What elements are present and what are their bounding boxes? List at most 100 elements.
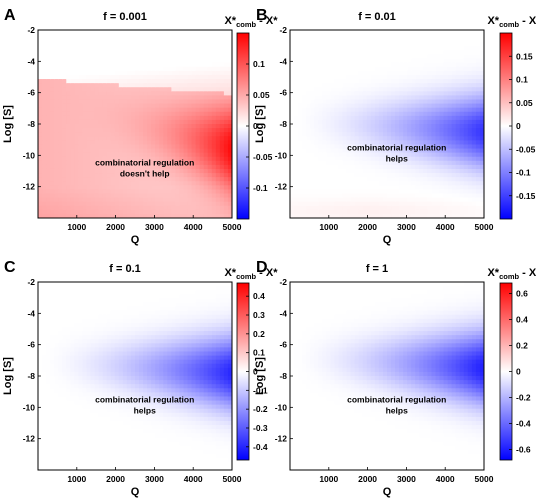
- heatmap-cell: [476, 30, 481, 35]
- heatmap-cell: [70, 392, 75, 397]
- panel-letter: A: [4, 7, 16, 24]
- heatmap-cell: [54, 189, 59, 194]
- heatmap-cell: [119, 124, 124, 129]
- heatmap-cell: [78, 347, 83, 352]
- heatmap-cell: [367, 46, 372, 51]
- heatmap-cell: [58, 437, 63, 442]
- heatmap-cell: [444, 75, 449, 80]
- heatmap-cell: [334, 173, 339, 178]
- heatmap-cell: [62, 124, 67, 129]
- heatmap-cell: [111, 63, 116, 68]
- heatmap-cell: [46, 67, 51, 72]
- heatmap-cell: [143, 75, 148, 80]
- heatmap-cell: [419, 177, 424, 182]
- heatmap-cell: [196, 75, 201, 80]
- heatmap-cell: [343, 55, 348, 60]
- heatmap-cell: [436, 104, 441, 109]
- heatmap-cell: [347, 59, 352, 64]
- heatmap-cell: [46, 458, 51, 463]
- heatmap-cell: [363, 75, 368, 80]
- heatmap-cell: [167, 71, 172, 76]
- heatmap-cell: [468, 210, 473, 215]
- heatmap-cell: [314, 128, 319, 133]
- heatmap-cell: [448, 108, 453, 113]
- heatmap-b: [290, 30, 485, 219]
- heatmap-cell: [347, 136, 352, 141]
- heatmap-cell: [403, 193, 408, 198]
- heatmap-cell: [103, 169, 108, 174]
- heatmap-cell: [66, 441, 71, 446]
- heatmap-cell: [306, 79, 311, 84]
- heatmap-cell: [351, 128, 356, 133]
- heatmap-cell: [375, 108, 380, 113]
- heatmap-cell: [70, 189, 75, 194]
- y-tick-label: -2: [279, 25, 287, 35]
- heatmap-cell: [407, 67, 412, 72]
- heatmap-cell: [46, 169, 51, 174]
- heatmap-cell: [82, 144, 87, 149]
- heatmap-cell: [440, 161, 445, 166]
- heatmap-cell: [322, 206, 327, 211]
- heatmap-cell: [179, 63, 184, 68]
- heatmap-cell: [403, 42, 408, 47]
- heatmap-cell: [78, 153, 83, 158]
- heatmap-cell: [135, 108, 140, 113]
- heatmap-cell: [448, 99, 453, 104]
- heatmap-cell: [66, 286, 71, 291]
- heatmap-cell: [379, 185, 384, 190]
- heatmap-cell: [159, 120, 164, 125]
- heatmap-cell: [99, 116, 104, 121]
- heatmap-cell: [66, 91, 71, 96]
- heatmap-cell: [54, 433, 59, 438]
- heatmap-cell: [452, 189, 457, 194]
- heatmap-cell: [58, 177, 63, 182]
- heatmap-cell: [472, 50, 477, 55]
- heatmap-cell: [411, 165, 416, 170]
- heatmap-cell: [314, 157, 319, 162]
- heatmap-cell: [163, 75, 168, 80]
- heatmap-cell: [375, 202, 380, 207]
- heatmap-cell: [42, 454, 47, 459]
- heatmap-cell: [50, 87, 55, 92]
- heatmap-cell: [355, 165, 360, 170]
- heatmap-cell: [347, 99, 352, 104]
- heatmap-cell: [436, 181, 441, 186]
- heatmap-cell: [188, 132, 193, 137]
- heatmap-cell: [171, 128, 176, 133]
- heatmap-cell: [298, 99, 303, 104]
- heatmap-cell: [411, 30, 416, 35]
- heatmap-cell: [66, 351, 71, 356]
- heatmap-c: [38, 282, 233, 471]
- heatmap-cell: [391, 50, 396, 55]
- heatmap-cell: [310, 144, 315, 149]
- heatmap-cell: [448, 83, 453, 88]
- heatmap-cell: [371, 71, 376, 76]
- heatmap-cell: [472, 71, 477, 76]
- heatmap-cell: [436, 50, 441, 55]
- heatmap-cell: [415, 108, 420, 113]
- heatmap-cell: [403, 63, 408, 68]
- heatmap-cell: [62, 144, 67, 149]
- heatmap-cell: [411, 112, 416, 117]
- heatmap-cell: [363, 120, 368, 125]
- heatmap-cell: [294, 193, 299, 198]
- heatmap-cell: [54, 327, 59, 332]
- heatmap-cell: [456, 193, 461, 198]
- heatmap-cell: [411, 193, 416, 198]
- heatmap-cell: [196, 157, 201, 162]
- heatmap-cell: [371, 210, 376, 215]
- heatmap-cell: [427, 75, 432, 80]
- heatmap-cell: [66, 99, 71, 104]
- heatmap-cell: [208, 185, 213, 190]
- heatmap-cell: [58, 286, 63, 291]
- heatmap-cell: [444, 128, 449, 133]
- heatmap-cell: [448, 210, 453, 215]
- heatmap-cell: [440, 46, 445, 51]
- heatmap-cell: [175, 210, 180, 215]
- heatmap-cell: [46, 388, 51, 393]
- heatmap-cell: [363, 71, 368, 76]
- heatmap-cell: [375, 189, 380, 194]
- heatmap-cell: [359, 198, 364, 203]
- heatmap-cell: [347, 185, 352, 190]
- heatmap-cell: [306, 153, 311, 158]
